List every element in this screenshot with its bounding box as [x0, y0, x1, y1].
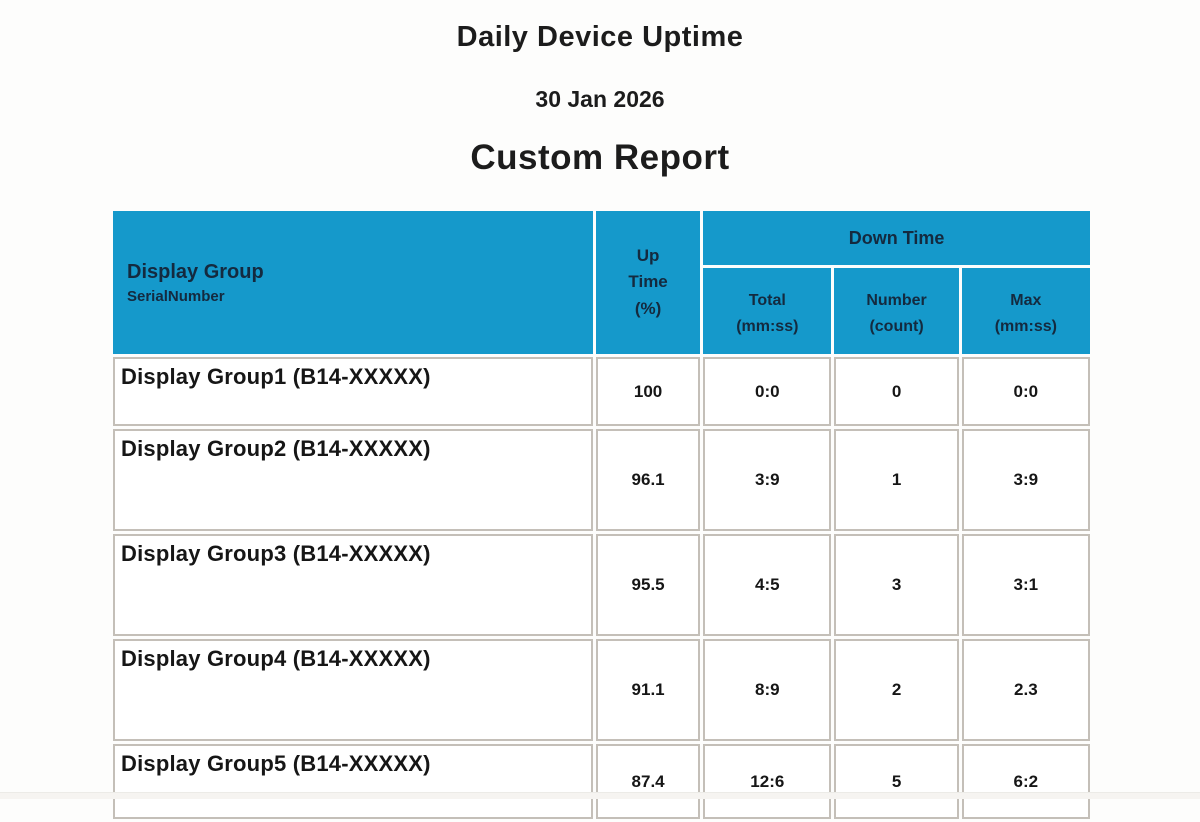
- header-row-top: Display Group SerialNumber Up Time (%) D…: [113, 211, 1090, 354]
- cell-up-time: 91.1: [595, 639, 701, 741]
- report-title: Daily Device Uptime: [456, 21, 744, 53]
- header-down-time: Down Time: [703, 211, 1090, 265]
- cell-up-time: 87.4: [595, 744, 701, 819]
- report-page: Daily Device Uptime 30 Jan 2026 Custom R…: [0, 21, 1200, 819]
- header-number-label: Number: [866, 292, 927, 310]
- table-row: Display Group5 (B14-XXXXX) 87.4 12:6 5 6…: [113, 744, 1090, 819]
- cell-down-total: 3:9: [703, 429, 832, 531]
- header-down-time-number: Number (count): [834, 268, 959, 354]
- header-number-unit: (count): [869, 317, 924, 335]
- cell-group-name: Display Group3 (B14-XXXXX): [113, 534, 593, 636]
- header-down-time-max: Max (mm:ss): [961, 268, 1090, 354]
- cell-down-number: 2: [834, 639, 959, 741]
- cell-up-time: 100: [595, 357, 701, 426]
- cell-down-max: 6:2: [961, 744, 1090, 819]
- cell-up-time: 96.1: [595, 429, 701, 531]
- header-display-group-label: Display Group: [127, 260, 264, 283]
- uptime-table: Display Group SerialNumber Up Time (%) D…: [110, 208, 1093, 822]
- cell-down-number: 1: [834, 429, 959, 531]
- cell-down-max: 2.3: [961, 639, 1090, 741]
- page-bottom-edge: [0, 792, 1200, 799]
- cell-down-total: 8:9: [703, 639, 832, 741]
- cell-down-number: 3: [834, 534, 959, 636]
- cell-down-max: 3:1: [961, 534, 1090, 636]
- cell-down-total: 0:0: [703, 357, 832, 426]
- header-row-sub: Total (mm:ss) Number (count) Max (mm:ss): [113, 268, 1090, 354]
- header-max-unit: (mm:ss): [994, 317, 1057, 335]
- header-down-time-total: Total (mm:ss): [703, 268, 832, 354]
- header-up-time-line3: (%): [634, 298, 662, 318]
- cell-up-time: 95.5: [595, 534, 701, 636]
- header-total-label: Total: [748, 292, 786, 310]
- cell-down-number: 0: [834, 357, 959, 426]
- cell-down-total: 4:5: [703, 534, 832, 636]
- header-display-group: Display Group SerialNumber: [113, 211, 593, 354]
- report-date: 30 Jan 2026: [535, 86, 665, 112]
- cell-down-number: 5: [834, 744, 959, 819]
- cell-group-name: Display Group2 (B14-XXXXX): [113, 429, 593, 531]
- cell-group-name: Display Group1 (B14-XXXXX): [113, 357, 593, 426]
- report-subtitle: Custom Report: [470, 138, 730, 177]
- header-total-unit: (mm:ss): [736, 317, 799, 335]
- table-row: Display Group2 (B14-XXXXX) 96.1 3:9 1 3:…: [113, 429, 1090, 531]
- header-up-time: Up Time (%): [595, 211, 701, 354]
- table-row: Display Group4 (B14-XXXXX) 91.1 8:9 2 2.…: [113, 639, 1090, 741]
- cell-down-total: 12:6: [703, 744, 832, 819]
- table-row: Display Group3 (B14-XXXXX) 95.5 4:5 3 3:…: [113, 534, 1090, 636]
- header-up-time-line2: Time: [628, 272, 668, 292]
- table-row: Display Group1 (B14-XXXXX) 100 0:0 0 0:0: [113, 357, 1090, 426]
- cell-down-max: 3:9: [961, 429, 1090, 531]
- cell-group-name: Display Group4 (B14-XXXXX): [113, 639, 593, 741]
- cell-down-max: 0:0: [961, 357, 1090, 426]
- cell-group-name: Display Group5 (B14-XXXXX): [113, 744, 593, 819]
- header-max-label: Max: [1010, 292, 1042, 310]
- header-serial-number-label: SerialNumber: [127, 287, 225, 305]
- header-up-time-line1: Up: [636, 245, 660, 265]
